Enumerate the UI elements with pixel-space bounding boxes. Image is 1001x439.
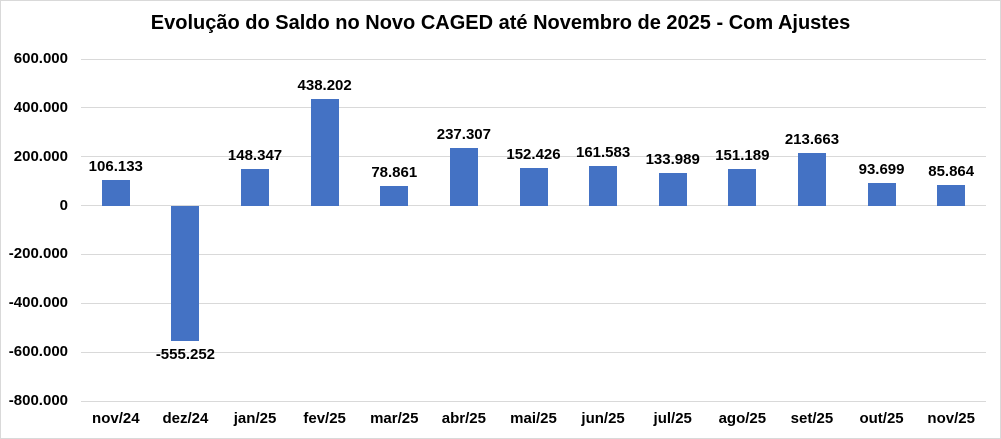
bar-value-label: 93.699 — [858, 160, 905, 178]
bar-value-label: 438.202 — [297, 76, 352, 94]
y-tick-label: -800.000 — [8, 392, 68, 409]
bar — [171, 205, 200, 342]
y-tick-label: 600.000 — [13, 50, 68, 67]
bar-value-label: 133.989 — [645, 150, 700, 168]
x-tick-label: out/25 — [859, 410, 904, 427]
bar — [867, 182, 896, 206]
x-tick-label: jan/25 — [233, 410, 277, 427]
gridline — [81, 400, 986, 402]
x-tick-label: abr/25 — [441, 410, 486, 427]
y-tick-label: 400.000 — [13, 98, 68, 116]
bar — [797, 153, 826, 206]
bar-value-label: 161.583 — [575, 144, 631, 162]
x-tick-label: nov/25 — [927, 410, 975, 427]
gridline — [81, 302, 986, 304]
bar-value-label: 213.663 — [784, 131, 840, 149]
gridline — [81, 351, 986, 353]
y-tick-label: 0 — [59, 196, 68, 214]
bar — [449, 147, 478, 206]
bar — [937, 184, 966, 206]
x-tick-label: fev/25 — [303, 410, 346, 427]
bar — [728, 168, 757, 206]
x-tick-label: jun/25 — [581, 410, 625, 427]
bar-value-label: -555.252 — [155, 346, 216, 364]
bar-value-label: 152.426 — [506, 146, 561, 164]
gridline — [81, 253, 986, 255]
y-tick-label: -600.000 — [8, 343, 68, 361]
gridline — [81, 156, 986, 158]
bar-value-label: 78.861 — [371, 164, 418, 182]
bar — [241, 169, 270, 206]
x-tick-label: set/25 — [790, 410, 834, 427]
x-tick-label: nov/24 — [92, 410, 140, 427]
x-tick-label: ago/25 — [718, 410, 767, 427]
bar-value-label: 237.307 — [436, 125, 491, 143]
x-tick-label: mai/25 — [510, 410, 557, 427]
bar-value-label: 151.189 — [715, 146, 770, 164]
bar — [380, 186, 409, 206]
gridline — [81, 107, 986, 109]
bar — [101, 179, 130, 206]
bar — [519, 168, 548, 206]
y-tick-label: -400.000 — [8, 294, 68, 312]
gridline — [81, 58, 986, 60]
bar-value-label: 85.864 — [928, 162, 975, 180]
x-tick-label: jul/25 — [653, 410, 692, 427]
x-tick-label: dez/24 — [162, 410, 209, 427]
bar — [589, 166, 618, 206]
y-tick-label: 200.000 — [13, 147, 68, 165]
bar-value-label: 148.347 — [227, 147, 283, 165]
bar — [310, 98, 339, 206]
x-tick-label: mar/25 — [370, 410, 419, 427]
y-tick-label: -200.000 — [8, 245, 68, 263]
bar — [658, 172, 687, 206]
gridline — [81, 205, 986, 207]
bar-value-label: 106.133 — [88, 157, 143, 175]
chart-title: Evolução do Saldo no Novo CAGED até Nove… — [150, 12, 851, 34]
